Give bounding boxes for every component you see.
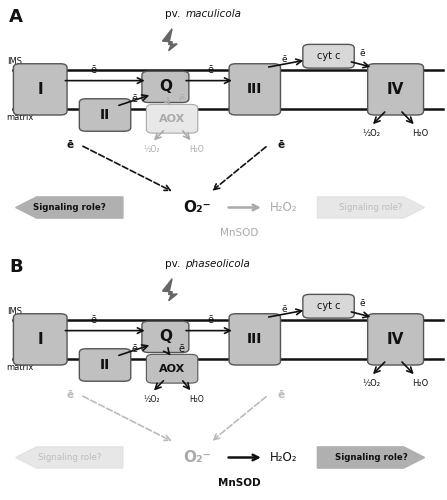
Text: H₂O: H₂O <box>412 379 428 388</box>
Text: Q: Q <box>159 80 172 94</box>
Text: MnSOD: MnSOD <box>218 478 261 488</box>
Text: maculicola: maculicola <box>186 8 241 18</box>
FancyBboxPatch shape <box>303 294 354 318</box>
Text: ē: ē <box>359 298 365 308</box>
Text: ē: ē <box>207 65 213 75</box>
Text: ē: ē <box>281 54 287 64</box>
FancyBboxPatch shape <box>229 64 280 115</box>
Text: ē: ē <box>359 48 365 58</box>
Text: B: B <box>9 258 22 276</box>
FancyBboxPatch shape <box>13 64 67 115</box>
Text: IMS: IMS <box>7 307 22 316</box>
Text: MnSOD: MnSOD <box>220 228 258 237</box>
Text: IV: IV <box>387 82 404 97</box>
Text: cyt c: cyt c <box>317 301 340 311</box>
Text: matrix: matrix <box>7 112 34 122</box>
Text: ē: ē <box>178 94 184 104</box>
Text: I: I <box>38 332 43 347</box>
FancyBboxPatch shape <box>147 104 198 133</box>
Text: H₂O₂: H₂O₂ <box>270 201 298 214</box>
Polygon shape <box>317 197 425 218</box>
Text: ē: ē <box>178 344 184 354</box>
Text: AOX: AOX <box>159 364 185 374</box>
Polygon shape <box>317 447 425 468</box>
Polygon shape <box>163 279 177 301</box>
Text: Signaling role?: Signaling role? <box>335 453 407 462</box>
Text: H₂O: H₂O <box>190 145 204 154</box>
FancyBboxPatch shape <box>367 314 424 365</box>
Text: II: II <box>100 358 110 372</box>
Text: ē: ē <box>67 390 74 400</box>
Text: ½O₂: ½O₂ <box>362 379 380 388</box>
Polygon shape <box>16 447 123 468</box>
Text: O₂⁻: O₂⁻ <box>183 200 211 215</box>
Text: III: III <box>247 332 262 346</box>
Text: I: I <box>38 82 43 97</box>
Text: IMS: IMS <box>7 57 22 66</box>
FancyBboxPatch shape <box>303 44 354 68</box>
Text: II: II <box>100 108 110 122</box>
Text: ½O₂: ½O₂ <box>362 128 380 138</box>
Text: ½O₂: ½O₂ <box>144 395 160 404</box>
Text: ē: ē <box>207 315 213 325</box>
FancyBboxPatch shape <box>80 349 131 381</box>
FancyBboxPatch shape <box>229 314 280 365</box>
Text: ē: ē <box>277 390 284 400</box>
FancyBboxPatch shape <box>80 99 131 131</box>
Text: matrix: matrix <box>7 362 34 372</box>
FancyBboxPatch shape <box>147 354 198 383</box>
Text: ē: ē <box>132 344 138 354</box>
FancyBboxPatch shape <box>142 322 189 352</box>
Text: ē: ē <box>281 304 287 314</box>
Polygon shape <box>163 28 177 51</box>
Text: ½O₂: ½O₂ <box>144 145 160 154</box>
Text: Signaling role?: Signaling role? <box>339 203 403 212</box>
Text: H₂O: H₂O <box>190 395 204 404</box>
Text: cyt c: cyt c <box>317 52 340 61</box>
Text: ē: ē <box>91 315 97 325</box>
Text: Q: Q <box>159 330 172 344</box>
FancyBboxPatch shape <box>367 64 424 115</box>
Text: Signaling role?: Signaling role? <box>38 453 101 462</box>
Text: O₂⁻: O₂⁻ <box>183 450 211 465</box>
Text: H₂O₂: H₂O₂ <box>270 451 298 464</box>
Text: ē: ē <box>277 140 284 150</box>
Text: ē: ē <box>132 94 138 104</box>
Text: ē: ē <box>67 140 74 150</box>
Text: ē: ē <box>91 65 97 75</box>
Text: pv.: pv. <box>165 8 184 18</box>
Text: phaseolicola: phaseolicola <box>186 259 250 269</box>
Text: III: III <box>247 82 262 96</box>
FancyBboxPatch shape <box>142 71 189 102</box>
Text: pv.: pv. <box>165 259 184 269</box>
Text: IV: IV <box>387 332 404 347</box>
Text: H₂O: H₂O <box>412 128 428 138</box>
Polygon shape <box>16 197 123 218</box>
FancyBboxPatch shape <box>13 314 67 365</box>
Text: AOX: AOX <box>159 114 185 124</box>
Text: A: A <box>9 8 23 26</box>
Text: Signaling role?: Signaling role? <box>33 203 105 212</box>
